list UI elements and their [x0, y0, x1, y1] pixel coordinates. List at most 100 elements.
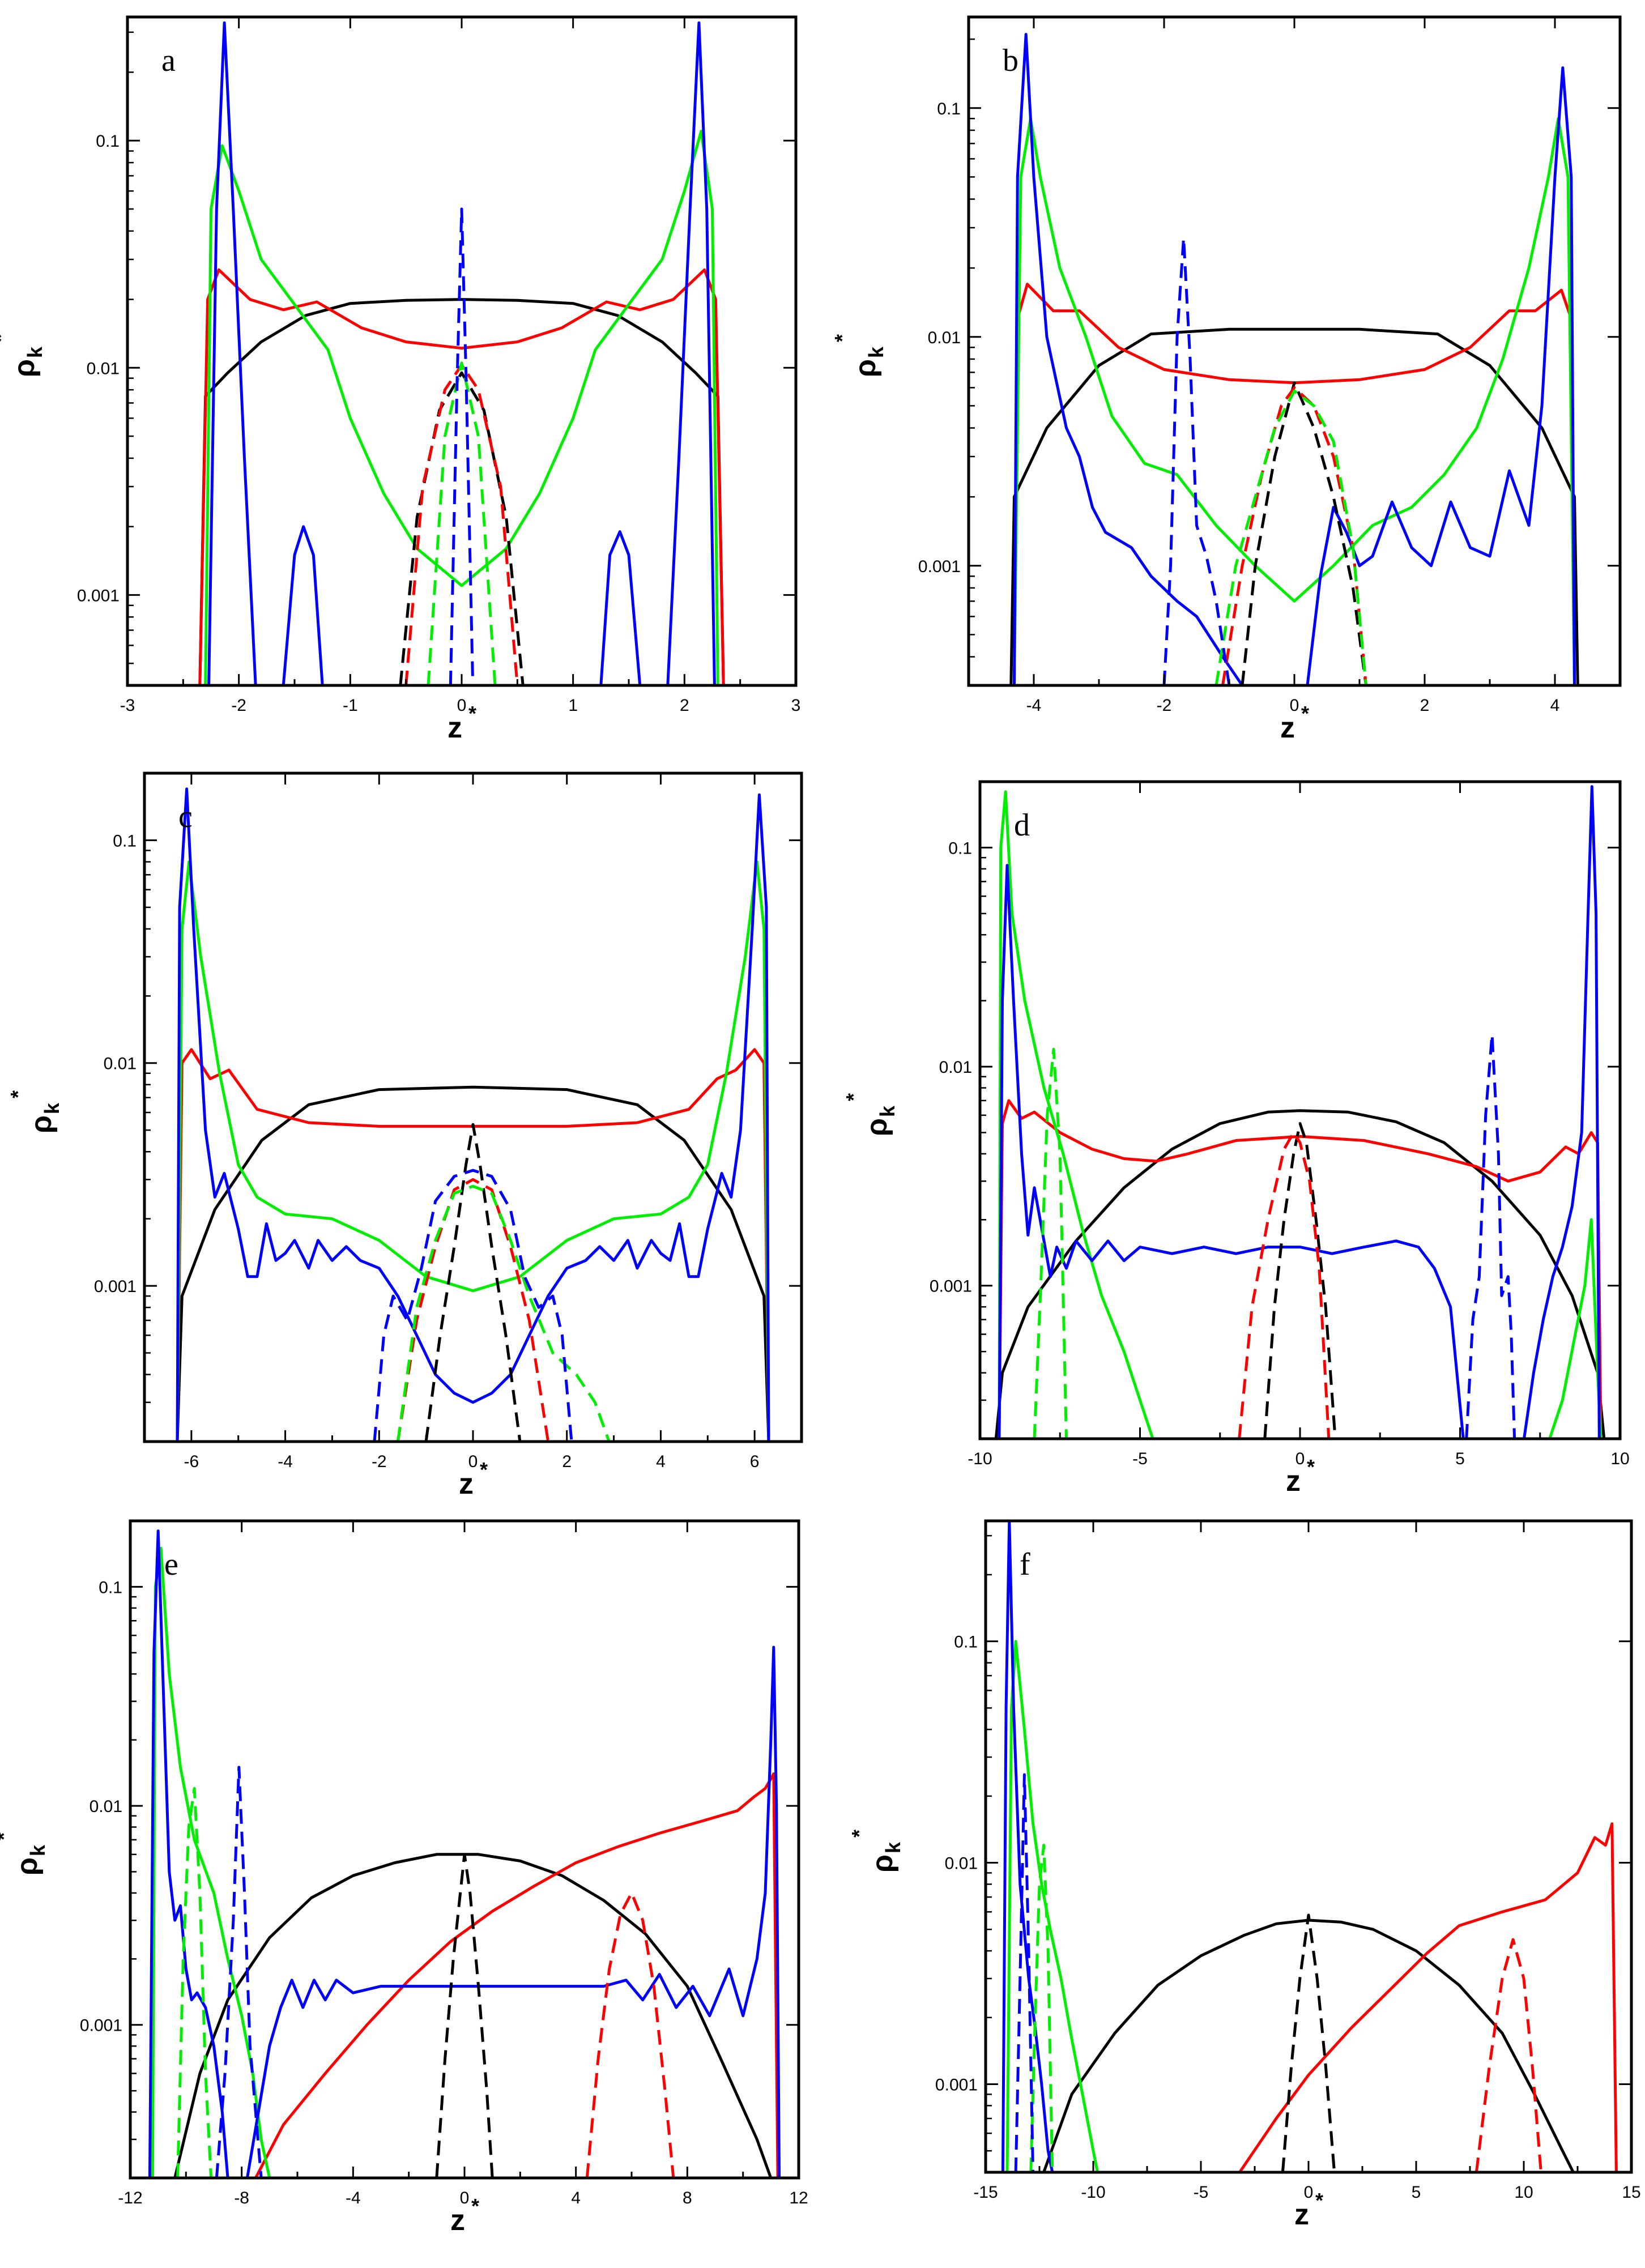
panel-b-xlabel-star: *	[1301, 702, 1309, 725]
panel-c-series-black-solid-0	[176, 1085, 770, 1442]
panel-a-ylabel: ρk *	[0, 334, 46, 377]
panel-d-ylabel-star: *	[842, 1093, 865, 1101]
panel-e-xtick-label: 4	[571, 2189, 581, 2207]
panel-f-series-group	[1001, 1521, 1618, 2172]
panel-c-xtick-label: -2	[372, 1452, 387, 1471]
panel-a-xtick-label: -1	[343, 696, 358, 715]
panel-f-ylabel-sub: k	[881, 1841, 905, 1853]
panel-a-xlabel-star: *	[468, 702, 476, 725]
panel-d-series-green-solid-3	[1548, 1218, 1603, 1439]
panel-f-xtick-label: 0	[1304, 2183, 1314, 2202]
panel-e-xtick-label: -12	[118, 2189, 142, 2207]
panel-e-xtick-label: 8	[683, 2189, 692, 2207]
panel-f-xtick-label: 5	[1412, 2183, 1421, 2202]
panel-a-series-blue-solid-3	[207, 21, 257, 685]
panel-f-xtick-label: 10	[1514, 2183, 1533, 2202]
panel-f-xlabel-star: *	[1315, 2189, 1323, 2212]
panel-b-series-group	[1009, 33, 1579, 685]
panel-d-series-blue-dashed-9	[1465, 1033, 1516, 1439]
panel-c-xtick-label: 4	[656, 1452, 666, 1471]
panel-c-series-red-solid-1	[176, 1048, 770, 1442]
panel-c-xtick-label: 0	[468, 1452, 478, 1471]
panel-c-xtick-label: 2	[562, 1452, 572, 1471]
panel-a-series-group	[198, 21, 725, 685]
panel-a-ylabel-sub: k	[23, 346, 46, 358]
panel-f-series-blue-solid-3	[1001, 1521, 1054, 2172]
panel-f-ylabel-rho: ρ	[866, 1855, 899, 1873]
panel-c-series-red-dashed-5	[396, 1178, 550, 1442]
panel-e-ytick-label: 0.1	[99, 1578, 122, 1597]
panel-c-ylabel-rho: ρ	[25, 1115, 58, 1133]
panel-c-series-black-dashed-4	[424, 1123, 522, 1442]
panel-d-ylabel-rho: ρ	[860, 1118, 893, 1136]
panel-b: -4 -2 0 2 4 0.001 0.01 0.1 z * ρk * b	[830, 15, 1622, 744]
panel-b-series-green-solid-2	[1013, 117, 1576, 685]
panel-b-series-green-dashed-7	[1214, 389, 1367, 685]
panel-a-series-black-solid-0	[198, 298, 725, 685]
panel-a-ytick-label: 0.01	[87, 359, 120, 378]
panel-a-ytick-label: 0.001	[77, 586, 120, 605]
panel-b-ylabel-star: *	[830, 334, 854, 342]
panel-b-ylabel-rho: ρ	[849, 359, 882, 377]
panel-a-xtick-label: 1	[568, 696, 578, 715]
panel-b-series-blue-solid-4	[1306, 66, 1576, 685]
panel-a-series-green-dashed-9	[427, 361, 497, 685]
panel-b-xtick-label: -2	[1157, 696, 1172, 715]
panel-e-xtick-label: 0	[460, 2189, 470, 2207]
panel-a-series-red-dashed-8	[404, 363, 519, 685]
panel-a-series-black-dashed-7	[399, 371, 525, 685]
panel-f-letter: f	[1020, 1547, 1030, 1582]
panel-a-series-blue-dashed-10	[449, 207, 475, 685]
panel-d-series-green-solid-2	[998, 790, 1154, 1439]
panel-b-ytick-label: 0.01	[928, 329, 961, 347]
panel-f-series-black-solid-0	[1042, 1919, 1575, 2172]
panel-e-letter: e	[164, 1547, 178, 1582]
panel-d-xtick-label: 5	[1455, 1450, 1465, 1468]
panel-c-ylabel-sub: k	[40, 1102, 63, 1114]
panel-a-series-red-solid-1	[198, 268, 725, 685]
panel-d: -10 -5 0 5 10 0.001 0.01 0.1 z * ρk * d	[842, 780, 1630, 1498]
panel-e-series-red-solid-1	[254, 1772, 779, 2178]
panel-b-ylabel: ρk *	[830, 334, 888, 377]
panel-c-letter: c	[178, 799, 193, 834]
panel-e-series-black-solid-0	[173, 1853, 773, 2178]
panel-d-ytick-label: 0.1	[948, 839, 972, 858]
panel-a: -3 -2 -1 0 1 2 3 0.001 0.01 0.1 z * ρk * a	[0, 15, 801, 744]
panel-c-series-green-dashed-6	[396, 1184, 611, 1442]
panel-f-xtick-label: -5	[1194, 2183, 1209, 2202]
panel-d-series-blue-solid-4	[998, 864, 1465, 1439]
panel-d-series-red-solid-1	[998, 1099, 1603, 1439]
panel-b-series-blue-solid-3	[1013, 33, 1244, 685]
panel-f: -15 -10 -5 0 5 10 15 0.001 0.01 0.1 z * ρk * f	[847, 1519, 1641, 2231]
panel-d-letter: d	[1014, 808, 1030, 843]
panel-e-series-black-dashed-5	[435, 1853, 494, 2178]
panel-b-ytick-label: 0.1	[937, 100, 961, 118]
panel-f-xtick-label: -15	[973, 2183, 998, 2202]
panel-c-ytick-label: 0.1	[113, 832, 137, 850]
panel-a-xlabel: z	[448, 711, 462, 744]
panel-a-series-green-solid-2	[204, 130, 719, 685]
panel-e-ytick-label: 0.001	[80, 2017, 122, 2035]
panel-f-series-red-dashed-5	[1474, 1938, 1542, 2172]
panel-e-xtick-label: -8	[234, 2189, 249, 2207]
panel-e-series-green-dashed-7	[176, 1787, 213, 2178]
panel-c-ytick-label: 0.01	[104, 1055, 137, 1073]
panel-b-xtick-label: 0	[1290, 696, 1299, 715]
panel-e-series-group	[148, 1529, 781, 2178]
panel-d-ylabel-sub: k	[876, 1105, 899, 1117]
panel-e-ylabel-star: *	[0, 1832, 15, 1840]
panel-f-ytick-label: 0.1	[954, 1633, 978, 1652]
panel-e-ylabel-sub: k	[26, 1844, 49, 1856]
panel-a-xtick-label: 3	[791, 696, 801, 715]
panel-b-series-red-dashed-6	[1221, 386, 1367, 685]
panel-c-xtick-label: 6	[750, 1452, 760, 1471]
panel-d-series-blue-solid-5	[1523, 785, 1601, 1439]
panel-a-ylabel-rho: ρ	[8, 359, 41, 377]
panel-f-ylabel: ρk *	[847, 1830, 905, 1873]
panel-d-series-green-dashed-8	[1033, 1047, 1068, 1439]
panel-b-xlabel: z	[1280, 711, 1295, 744]
panel-f-xtick-label: 15	[1622, 2183, 1640, 2202]
panel-e-ylabel-rho: ρ	[11, 1857, 44, 1875]
